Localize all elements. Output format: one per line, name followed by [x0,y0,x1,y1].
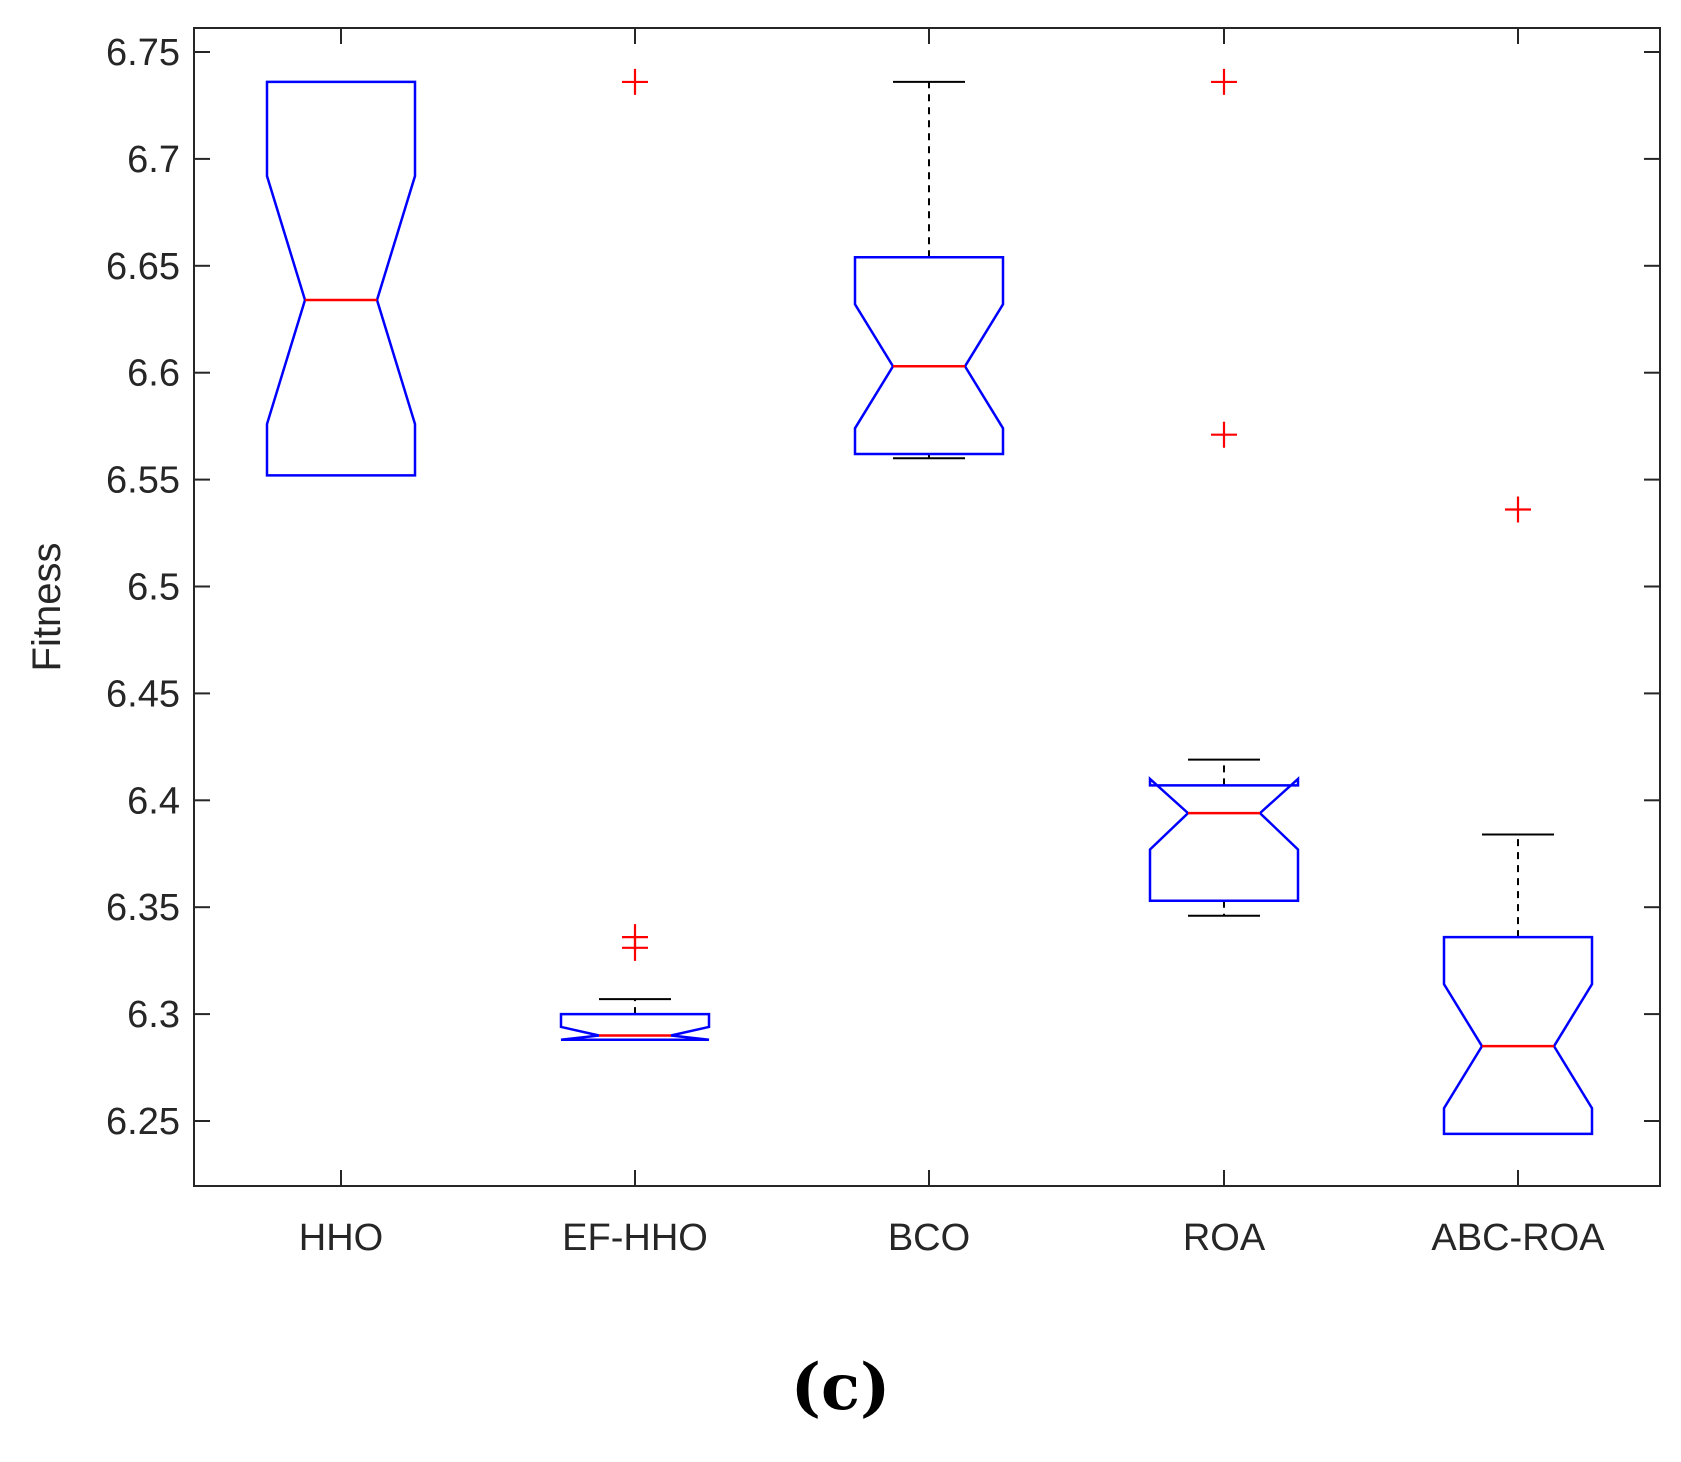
y-tick-label: 6.5 [127,567,180,609]
y-tick-label: 6.4 [127,780,180,822]
boxes [265,68,1594,1136]
box-group-ef-hho [559,68,711,1042]
notched-box [265,80,417,477]
x-tick-label: ABC-ROA [1431,1217,1605,1259]
y-tick-label: 6.55 [106,460,180,502]
plot-area [193,27,1661,1187]
outlier-marker [622,924,648,951]
x-axis: HHO EF-HHO BCO ROA ABC-ROA [299,28,1605,1259]
outlier-marker [1505,496,1531,523]
notched-box [1442,935,1594,1136]
notched-box [559,1012,711,1042]
outlier-marker [622,68,648,95]
y-axis-title: Fitness [25,543,69,672]
x-tick-label: ROA [1183,1217,1266,1259]
y-tick-label: 6.75 [106,32,180,74]
x-tick-label: HHO [299,1217,383,1259]
y-tick-label: 6.45 [106,673,180,715]
y-tick-label: 6.65 [106,246,180,288]
panel-label: (c) [790,1350,891,1425]
x-tick-label: EF-HHO [562,1217,708,1259]
notched-box [853,255,1005,456]
notched-box [1148,776,1300,903]
box-group-bco [853,80,1005,460]
y-tick-label: 6.7 [127,139,180,181]
y-tick-label: 6.25 [106,1101,180,1143]
y-tick-label: 6.35 [106,887,180,929]
y-tick-label: 6.3 [127,994,180,1036]
outlier-marker [1211,68,1237,95]
box-group-roa [1148,68,1300,917]
x-tick-label: BCO [888,1217,970,1259]
y-axis: 6.25 6.3 6.35 6.4 6.45 6.5 6.55 6.6 6.65 6.7 6.75 [106,32,1660,1143]
box-group-abc-roa [1442,496,1594,1136]
y-tick-label: 6.6 [127,353,180,395]
outlier-marker [1211,421,1237,448]
box-group-hho [265,80,417,477]
